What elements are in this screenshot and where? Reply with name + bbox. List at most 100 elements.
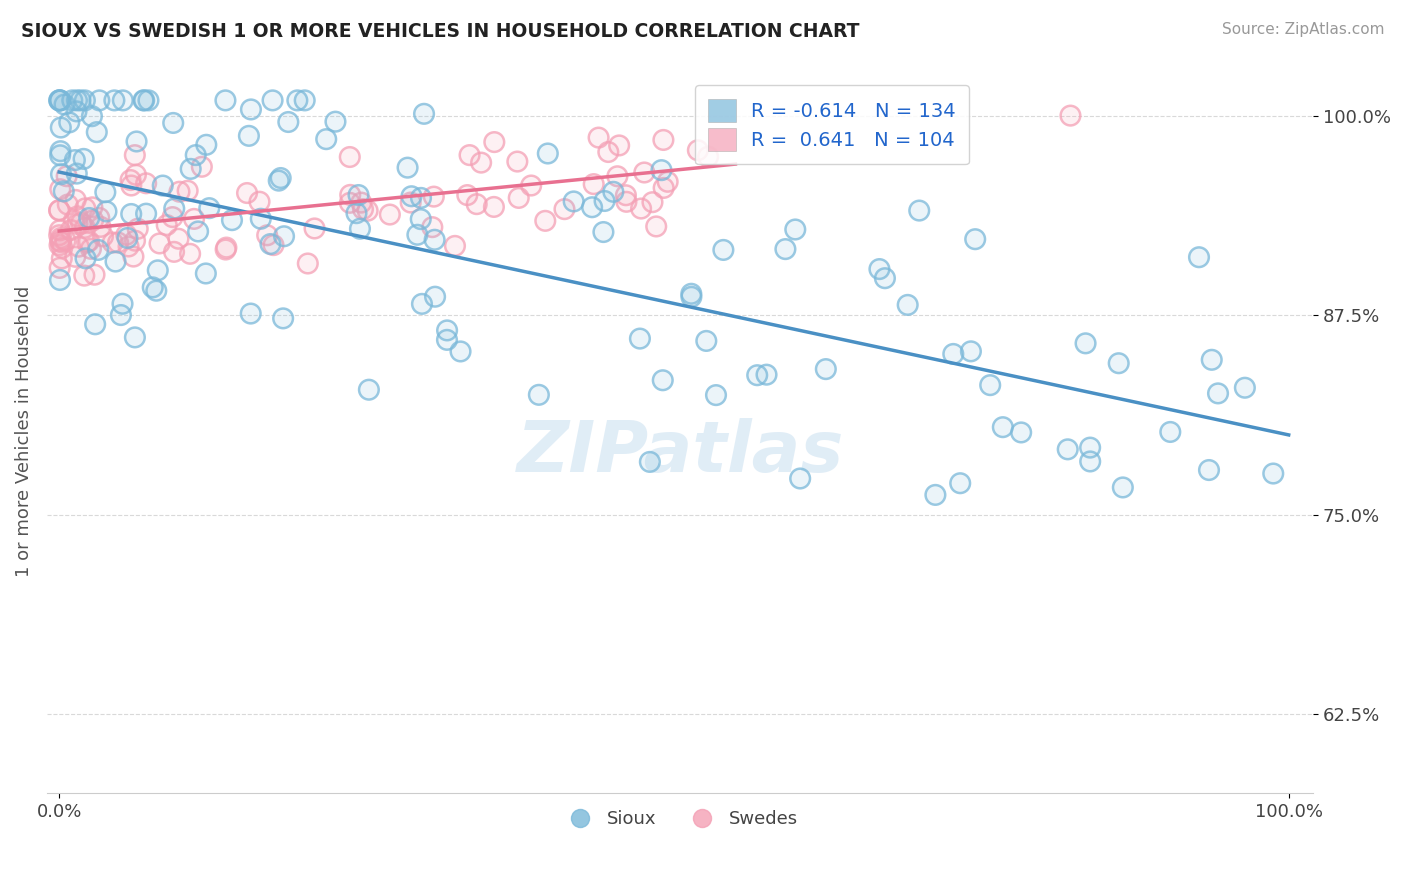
Point <box>814 362 837 376</box>
Point <box>184 148 207 162</box>
Point <box>214 94 236 108</box>
Point <box>94 185 117 199</box>
Point <box>49 120 72 135</box>
Point <box>75 202 97 216</box>
Point <box>117 239 139 253</box>
Point <box>267 173 290 187</box>
Point <box>148 236 170 251</box>
Point <box>124 330 146 344</box>
Point <box>49 235 72 250</box>
Point <box>582 177 605 191</box>
Point <box>785 222 807 236</box>
Point <box>628 332 651 346</box>
Point <box>187 224 209 238</box>
Point <box>152 178 174 193</box>
Point <box>91 229 114 244</box>
Text: ZIPatlas: ZIPatlas <box>516 418 844 487</box>
Point <box>239 307 262 321</box>
Point <box>1056 442 1078 457</box>
Point <box>444 239 467 253</box>
Point <box>66 217 89 231</box>
Point <box>49 94 72 108</box>
Point <box>51 252 73 266</box>
Point <box>148 236 170 251</box>
Point <box>49 234 72 248</box>
Point <box>236 186 259 200</box>
Point <box>681 290 703 304</box>
Point <box>411 297 433 311</box>
Point <box>55 169 77 184</box>
Point <box>695 334 717 348</box>
Point <box>75 252 97 266</box>
Point <box>111 94 134 108</box>
Point <box>249 194 271 209</box>
Point <box>86 125 108 139</box>
Point <box>1010 425 1032 440</box>
Point <box>127 222 149 236</box>
Point <box>215 241 238 255</box>
Point <box>553 202 575 216</box>
Point <box>868 262 890 277</box>
Point <box>1108 356 1130 370</box>
Point <box>48 238 70 252</box>
Point <box>465 197 488 211</box>
Point <box>77 235 100 249</box>
Point <box>183 211 205 226</box>
Point <box>775 242 797 256</box>
Point <box>169 185 191 199</box>
Text: Source: ZipAtlas.com: Source: ZipAtlas.com <box>1222 22 1385 37</box>
Point <box>66 94 89 108</box>
Point <box>652 133 675 147</box>
Point <box>409 191 432 205</box>
Point <box>198 201 221 215</box>
Point <box>965 232 987 246</box>
Point <box>89 94 111 108</box>
Point <box>214 243 236 257</box>
Point <box>111 297 134 311</box>
Point <box>89 211 111 225</box>
Point <box>436 333 458 347</box>
Point <box>409 212 432 227</box>
Point <box>66 217 89 231</box>
Point <box>73 94 96 108</box>
Point <box>124 148 146 162</box>
Point <box>409 212 432 227</box>
Point <box>1233 381 1256 395</box>
Point <box>747 368 769 383</box>
Point <box>814 362 837 376</box>
Point <box>630 202 652 216</box>
Point <box>991 420 1014 434</box>
Point <box>49 94 72 108</box>
Point <box>277 115 299 129</box>
Point <box>285 94 308 108</box>
Point <box>697 150 720 164</box>
Point <box>195 137 218 152</box>
Point <box>49 234 72 248</box>
Point <box>87 243 110 257</box>
Point <box>1206 386 1229 401</box>
Point <box>69 94 91 108</box>
Point <box>704 388 727 402</box>
Point <box>191 160 214 174</box>
Point <box>297 256 319 270</box>
Point <box>657 175 679 189</box>
Point <box>163 244 186 259</box>
Point <box>413 107 436 121</box>
Point <box>163 244 186 259</box>
Point <box>262 94 284 108</box>
Point <box>63 213 86 227</box>
Point <box>77 211 100 225</box>
Point <box>156 218 179 232</box>
Point <box>616 194 638 209</box>
Point <box>960 344 983 359</box>
Point <box>593 194 616 208</box>
Point <box>1159 425 1181 439</box>
Point <box>325 114 347 128</box>
Point <box>294 94 316 108</box>
Point <box>183 211 205 226</box>
Point <box>263 238 285 252</box>
Point <box>58 115 80 129</box>
Point <box>1198 463 1220 477</box>
Point <box>271 311 294 326</box>
Point <box>482 200 505 214</box>
